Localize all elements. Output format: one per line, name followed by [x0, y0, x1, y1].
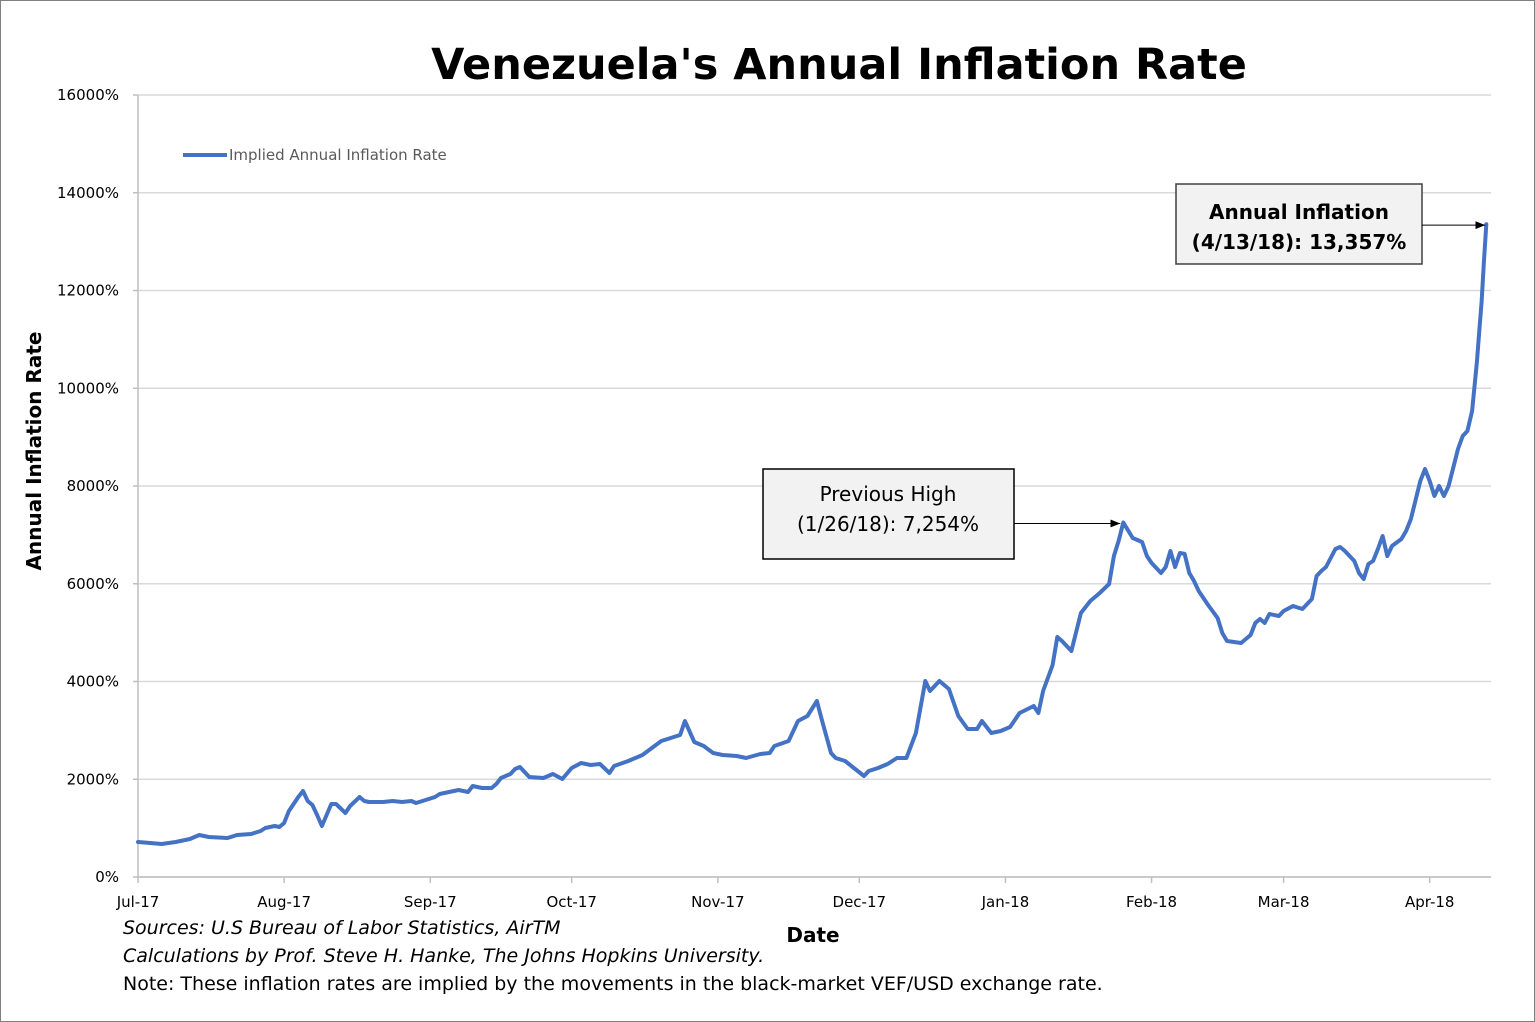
x-axis-label: Date — [786, 923, 839, 947]
source-notes: Sources: U.S Bureau of Labor Statistics,… — [123, 917, 1103, 995]
x-tick-label: Jul-17 — [116, 893, 160, 911]
x-tick-label: Sep-17 — [404, 893, 457, 911]
method-note: Note: These inflation rates are implied … — [123, 973, 1103, 995]
x-tick-label: Mar-18 — [1258, 893, 1310, 911]
y-tick-label: 2000% — [67, 770, 119, 788]
x-tick-label: Nov-17 — [691, 893, 744, 911]
y-tick-label: 16000% — [57, 86, 119, 104]
x-tick-label: Feb-18 — [1126, 893, 1177, 911]
x-tick-label: Oct-17 — [546, 893, 596, 911]
y-tick-label: 8000% — [67, 477, 119, 495]
y-axis-label: Annual Inflation Rate — [22, 332, 46, 571]
chart-title: Venezuela's Annual Inflation Rate — [431, 40, 1247, 90]
previous-high-box — [762, 468, 1015, 560]
y-tick-label: 0% — [95, 868, 119, 886]
y-tick-label: 10000% — [57, 379, 119, 397]
source-note: Sources: U.S Bureau of Labor Statistics,… — [123, 917, 561, 939]
series-layer — [136, 222, 1489, 846]
current-inflation-box — [1175, 183, 1423, 265]
x-tick-label: Jan-18 — [981, 893, 1030, 911]
y-axis-ticks: 0% 2000% 4000% 6000% 8000% 10000% 12000% 14000%… — [57, 86, 138, 886]
legend: Implied Annual Inflation Rate — [183, 146, 447, 164]
y-tick-label: 6000% — [67, 575, 119, 593]
current-inflation-line1: Annual Inflation — [1209, 200, 1389, 224]
previous-high-line2: (1/26/18): 7,254% — [797, 512, 979, 536]
x-tick-label: Apr-18 — [1405, 893, 1455, 911]
x-tick-label: Aug-17 — [257, 893, 311, 911]
y-tick-label: 14000% — [57, 184, 119, 202]
current-inflation-line2: (4/13/18): 13,357% — [1192, 230, 1407, 254]
y-tick-label: 4000% — [67, 673, 119, 691]
x-axis-ticks: Jul-17 Aug-17 Sep-17 Oct-17 Nov-17 Dec-17 Jan-… — [116, 877, 1455, 911]
y-tick-label: 12000% — [57, 282, 119, 300]
series-line — [136, 222, 1489, 846]
calculation-note: Calculations by Prof. Steve H. Hanke, Th… — [123, 945, 764, 967]
annotations: Previous High (1/26/18): 7,254% Annual I… — [762, 183, 1486, 560]
legend-label: Implied Annual Inflation Rate — [229, 146, 447, 164]
x-tick-label: Dec-17 — [833, 893, 887, 911]
previous-high-line1: Previous High — [820, 482, 957, 506]
